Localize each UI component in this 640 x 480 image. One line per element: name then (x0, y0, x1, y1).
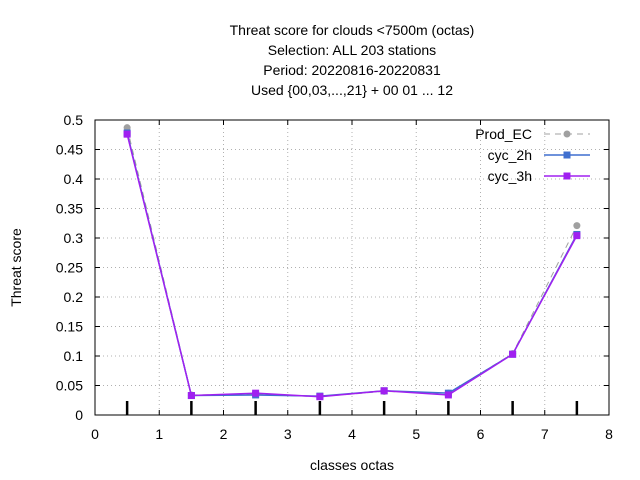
legend-entry: Prod_EC (475, 126, 590, 142)
x-tick-label: 3 (284, 426, 292, 442)
legend: Prod_EC cyc_2h cyc_3h (475, 126, 590, 184)
y-tick-label: 0.15 (56, 319, 83, 335)
data-series (123, 124, 581, 401)
y-tick-label: 0 (75, 407, 83, 423)
chart-title-block: Threat score for clouds <7500m (octas) Se… (230, 22, 475, 98)
x-tick-label: 7 (541, 426, 549, 442)
legend-label: cyc_3h (488, 168, 532, 184)
grid-lines (95, 120, 609, 415)
y-tick-label: 0.35 (56, 201, 83, 217)
legend-swatch-marker (563, 151, 571, 159)
chart-title-line: Used {00,03,...,21} + 00 01 ... 12 (251, 82, 453, 98)
data-point (252, 389, 260, 397)
data-point (509, 350, 517, 358)
axis-ticks: 0 1 2 3 4 5 6 7 8 0 0.05 0.1 0.15 0.2 0.25 0.3 0.35 0.4 0.… (56, 112, 613, 442)
y-tick-label: 0.3 (64, 230, 84, 246)
y-tick-label: 0.05 (56, 378, 83, 394)
series-line (126, 133, 578, 398)
legend-swatch-marker (563, 130, 571, 138)
series-prod-ec (123, 124, 581, 401)
data-point (444, 391, 452, 399)
y-tick-label: 0.4 (64, 171, 84, 187)
x-axis-label: classes octas (310, 457, 394, 473)
legend-swatch-marker (563, 172, 571, 180)
x-tick-label: 5 (412, 426, 420, 442)
legend-entry: cyc_3h (488, 168, 590, 184)
legend-label: Prod_EC (475, 126, 532, 142)
x-tick-label: 4 (348, 426, 356, 442)
x-tick-label: 8 (605, 426, 613, 442)
x-tick-label: 6 (477, 426, 485, 442)
data-point (573, 232, 581, 240)
y-tick-label: 0.5 (64, 112, 84, 128)
y-tick-label: 0.1 (64, 348, 84, 364)
data-point (380, 387, 388, 395)
y-axis-label: Threat score (8, 228, 24, 307)
x-tick-label: 1 (155, 426, 163, 442)
chart-title-line: Threat score for clouds <7500m (octas) (230, 22, 475, 38)
chart-title-line: Period: 20220816-20220831 (263, 62, 441, 78)
y-tick-label: 0.2 (64, 289, 84, 305)
legend-entry: cyc_2h (488, 147, 590, 163)
data-point (123, 130, 131, 138)
y-tick-label: 0.45 (56, 142, 83, 158)
series-cyc-3h (123, 130, 581, 401)
data-point (187, 392, 195, 400)
data-point (573, 222, 581, 230)
x-tick-label: 0 (91, 426, 99, 442)
data-point (123, 124, 131, 132)
y-tick-label: 0.25 (56, 260, 83, 276)
x-tick-label: 2 (220, 426, 228, 442)
data-point (316, 393, 324, 401)
legend-label: cyc_2h (488, 147, 532, 163)
chart-title-line: Selection: ALL 203 stations (268, 42, 436, 58)
